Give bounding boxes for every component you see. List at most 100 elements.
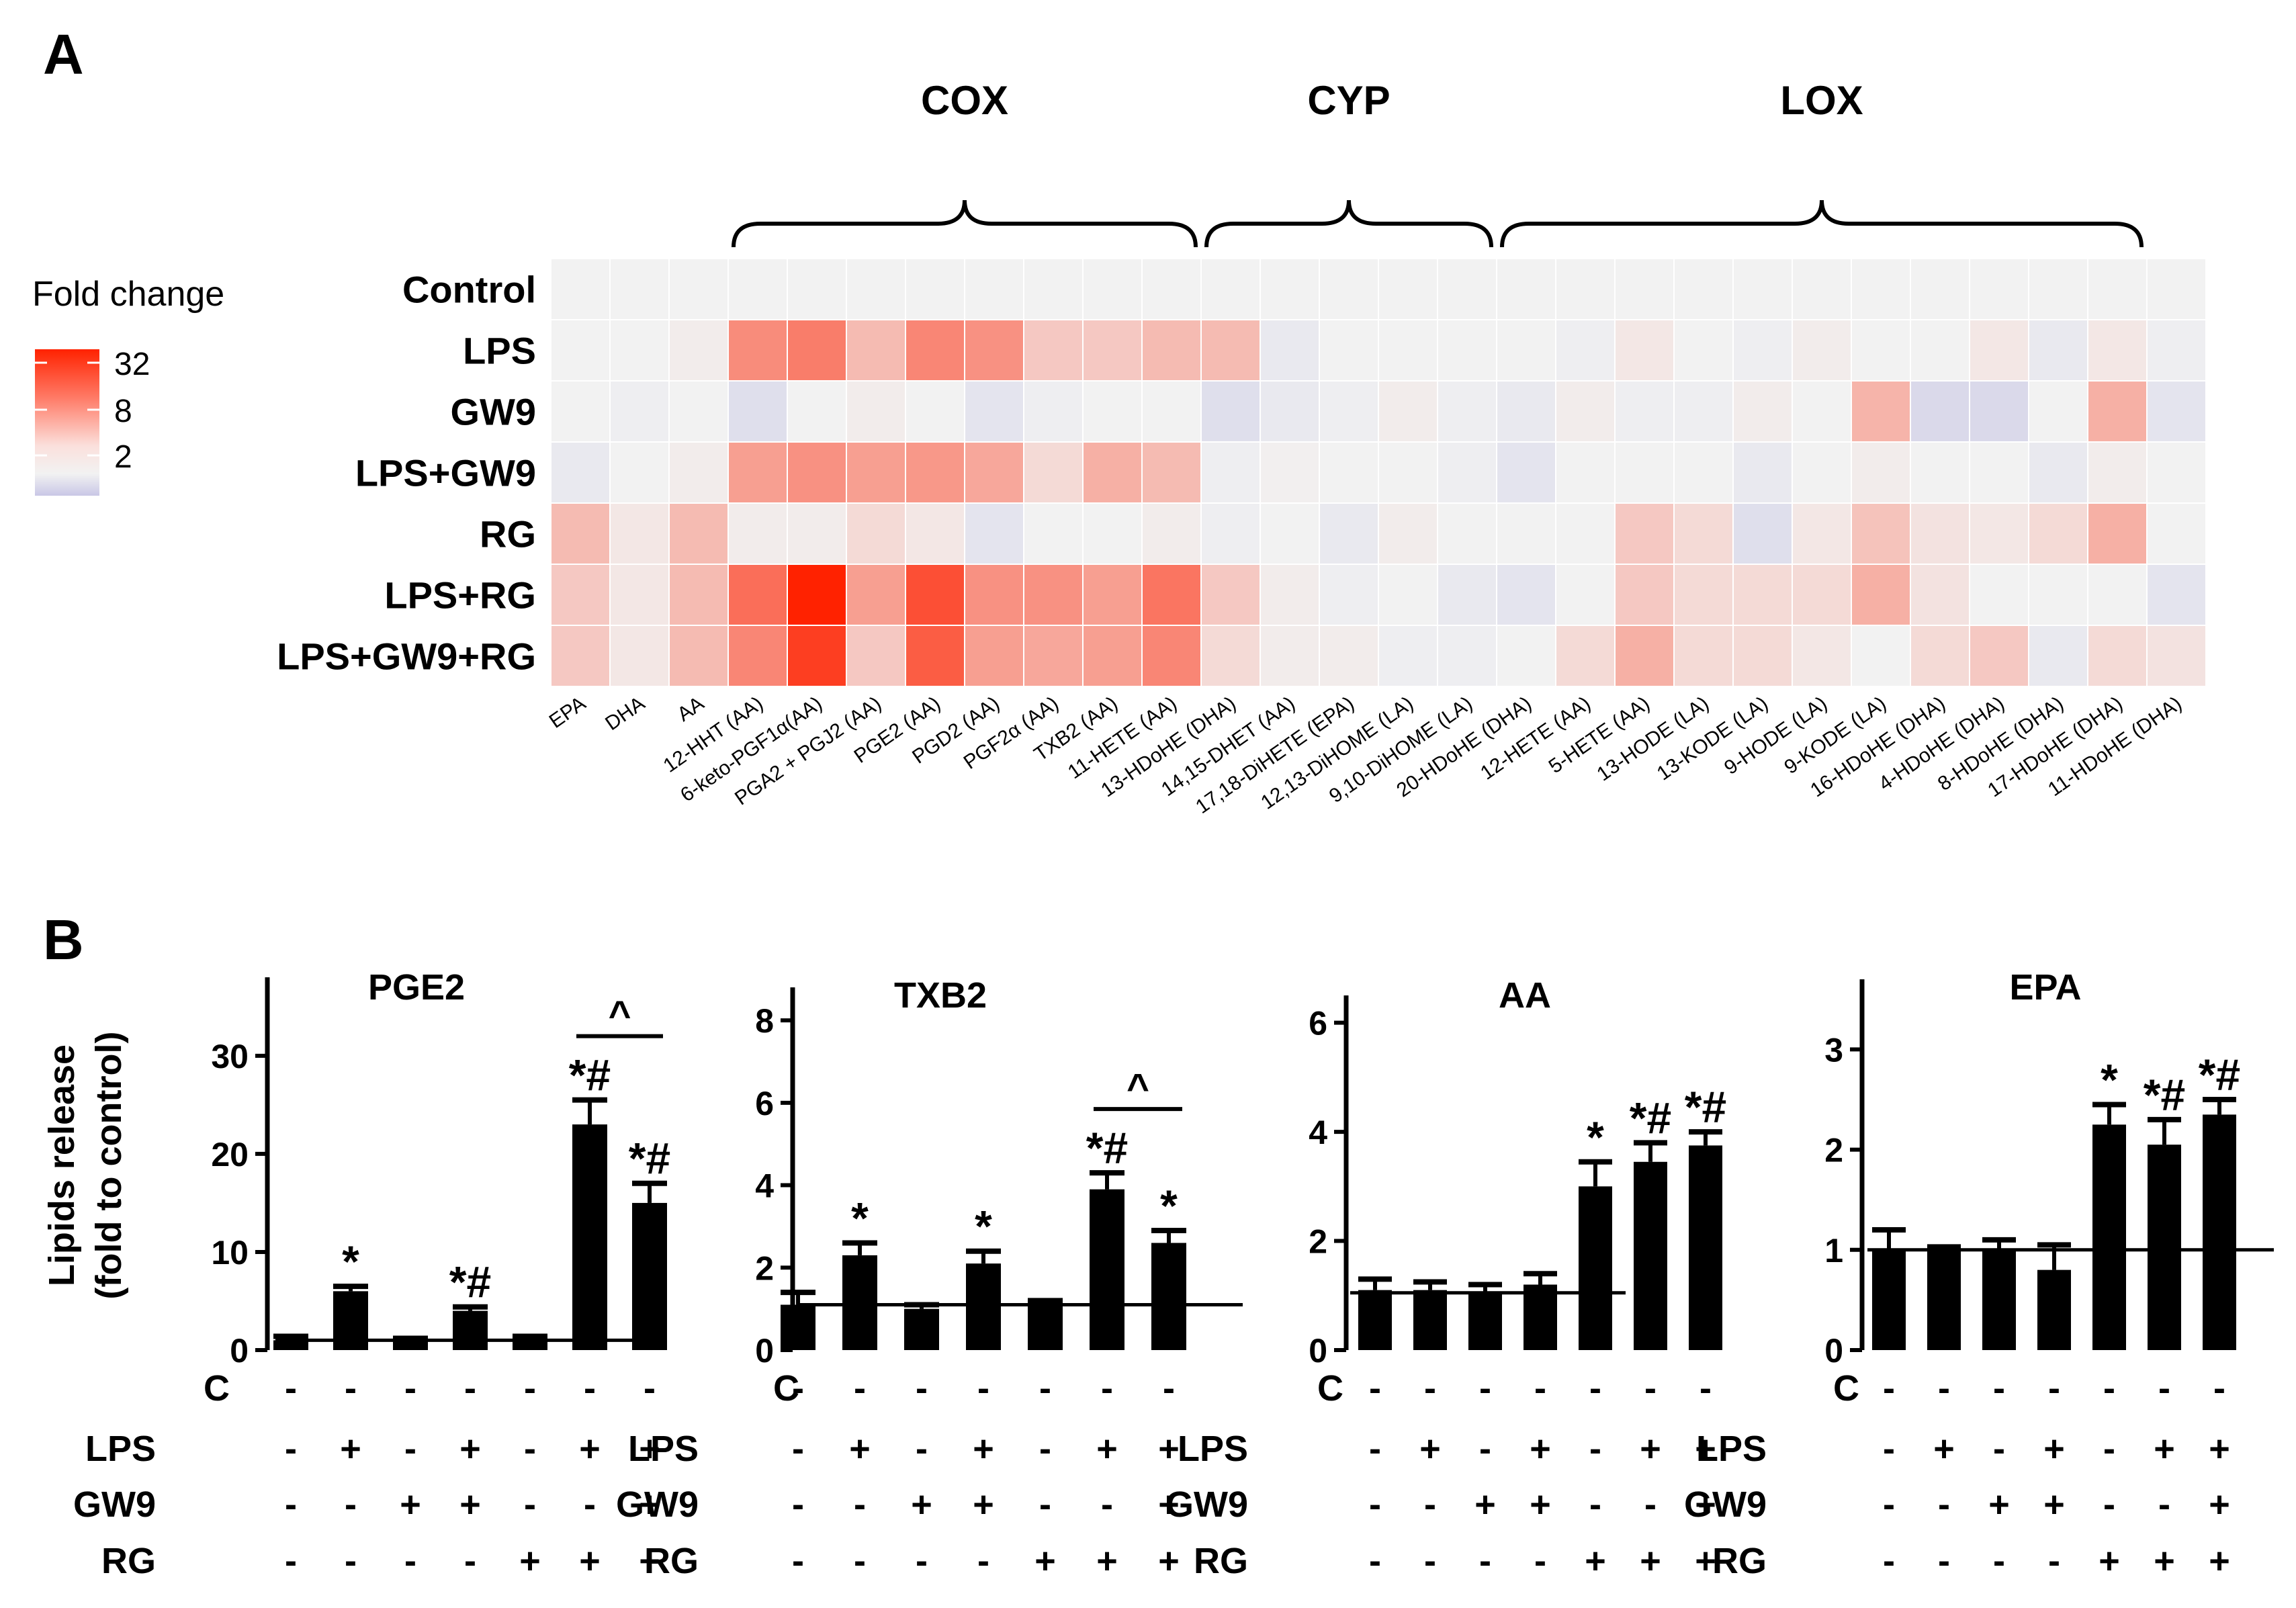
- heatmap-cell: [1378, 258, 1438, 320]
- legend-tick-8: 8: [114, 394, 132, 429]
- heatmap-cell: [1260, 441, 1320, 504]
- y-tick-label: 0: [1824, 1332, 1843, 1370]
- bar-chart-epa: EPA 0 1 2 3 * *# *#: [1824, 967, 2274, 1370]
- treatment-table: C-------LPS-+-+-++GW9--++--+RG----+++: [73, 1368, 660, 1581]
- bar-chart-title: AA: [1499, 975, 1551, 1016]
- treatment-sign: +: [2099, 1541, 2120, 1581]
- treatment-sign: +: [1034, 1541, 1056, 1581]
- heatmap-cell: [964, 258, 1024, 320]
- treatment-sign: -: [2158, 1484, 2170, 1525]
- y-tick-label: 8: [755, 1002, 774, 1040]
- treatment-sign: -: [1163, 1368, 1175, 1409]
- heatmap-cell: [1319, 380, 1379, 443]
- treatment-tables: C - - - - - - -LPS - + - + - + +GW9- - + + - - +RG - - - - + + +C- -…: [73, 1368, 2230, 1581]
- heatmap-cell: [846, 258, 906, 320]
- heatmap-cell: [1319, 625, 1379, 687]
- treatment-sign: +: [459, 1484, 481, 1525]
- heatmap-cell: [1141, 625, 1202, 687]
- heatmap-cell: [787, 502, 847, 565]
- heatmap-cell: [787, 258, 847, 320]
- treatment-sign: +: [639, 1429, 660, 1469]
- treatment-sign: +: [1419, 1429, 1441, 1469]
- treatment-sign: -: [644, 1368, 656, 1409]
- heatmap-cell: [1496, 441, 1556, 504]
- heatmap-cell: [1023, 564, 1084, 626]
- treatment-sign: -: [1993, 1541, 2005, 1581]
- treatment-sign: -: [285, 1368, 297, 1409]
- bar: [2148, 1145, 2181, 1350]
- treatment-table: C-------LPS-+-+-++GW9--++--+RG----+++: [616, 1368, 1180, 1581]
- y-tick-label: 6: [755, 1085, 774, 1122]
- significance-marker: *#: [629, 1134, 670, 1183]
- treatment-name: LPS: [1696, 1429, 1767, 1469]
- treatment-sign: +: [340, 1429, 361, 1469]
- significance-marker: *: [1160, 1181, 1178, 1231]
- heatmap-cell: [668, 502, 729, 565]
- heatmap-cell: [1260, 319, 1320, 382]
- heatmap-group-brackets: COX CYP LOX: [732, 78, 2144, 248]
- heatmap-cell: [1437, 319, 1497, 382]
- y-axis-label-line1: Lipids release: [42, 1044, 82, 1286]
- heatmap-cell: [1673, 380, 1734, 443]
- treatment-sign: -: [977, 1541, 989, 1581]
- heatmap-cell: [668, 380, 729, 443]
- heatmap-cell: [668, 258, 729, 320]
- y-tick-label: 3: [1824, 1031, 1843, 1069]
- treatment-sign: +: [1158, 1484, 1180, 1525]
- heatmap-cell: [1732, 319, 1793, 382]
- heatmap-cell: [846, 502, 906, 565]
- treatment-sign: -: [792, 1368, 804, 1409]
- heatmap-cell: [1437, 258, 1497, 320]
- heatmap-cell: [1023, 258, 1084, 320]
- heatmap-cell: [1378, 319, 1438, 382]
- heatmap-cell: [1555, 502, 1616, 565]
- y-tick-label: 2: [755, 1249, 774, 1287]
- heatmap-cell: [1437, 625, 1497, 687]
- heatmap-cell: [1437, 564, 1497, 626]
- bar: [1358, 1290, 1392, 1350]
- heatmap-cell: [905, 380, 965, 443]
- treatment-sign: +: [579, 1429, 601, 1469]
- significance-marker: *#: [2199, 1050, 2240, 1100]
- heatmap-cell: [1910, 441, 1970, 504]
- treatment-sign: +: [400, 1484, 421, 1525]
- treatment-name: LPS: [628, 1429, 699, 1469]
- heatmap-cell: [2028, 625, 2088, 687]
- treatment-sign: -: [345, 1541, 357, 1581]
- treatment-name: GW9: [1684, 1484, 1767, 1525]
- treatment-sign: -: [792, 1429, 804, 1469]
- heatmap-cell: [2087, 502, 2148, 565]
- treatment-sign: -: [1101, 1484, 1113, 1525]
- heatmap-cell: [2146, 564, 2207, 626]
- y-tick-label: 2: [1824, 1132, 1843, 1169]
- heatmap-cell: [1319, 441, 1379, 504]
- treatment-sign: -: [345, 1368, 357, 1409]
- heatmap-cell: [1792, 625, 1852, 687]
- heatmap-cell: [1200, 625, 1261, 687]
- treatment-sign: -: [916, 1541, 928, 1581]
- heatmap-cell: [1732, 258, 1793, 320]
- treatment-sign: +: [1933, 1429, 1955, 1469]
- heatmap-cell: [1437, 380, 1497, 443]
- heatmap-cell: [1851, 380, 1911, 443]
- heatmap-cell: [550, 625, 611, 687]
- treatment-name: RG: [101, 1541, 156, 1581]
- heatmap-cell: [905, 441, 965, 504]
- heatmap-cell: [550, 258, 611, 320]
- heatmap-cell: [787, 319, 847, 382]
- bar: [1468, 1292, 1502, 1350]
- heatmap-cell: [550, 441, 611, 504]
- treatment-name: GW9: [73, 1484, 156, 1525]
- heatmap-cell: [846, 625, 906, 687]
- treatment-name: RG: [644, 1541, 699, 1581]
- bar-chart-title: TXB2: [894, 975, 987, 1016]
- bar: [453, 1310, 488, 1350]
- heatmap-cell: [2087, 258, 2148, 320]
- heatmap-cell: [1614, 319, 1675, 382]
- treatment-table: C-------LPS-+-+-++GW9--++--+RG----+++: [1684, 1368, 2230, 1581]
- y-axis-label-line2: (fold to control): [89, 1032, 129, 1300]
- bar-chart-pge2: PGE2 0 10 20 30 * *# *# *# ^: [211, 967, 670, 1370]
- heatmap-row-label: LPS+GW9+RG: [277, 635, 536, 678]
- treatment-sign: -: [345, 1484, 357, 1525]
